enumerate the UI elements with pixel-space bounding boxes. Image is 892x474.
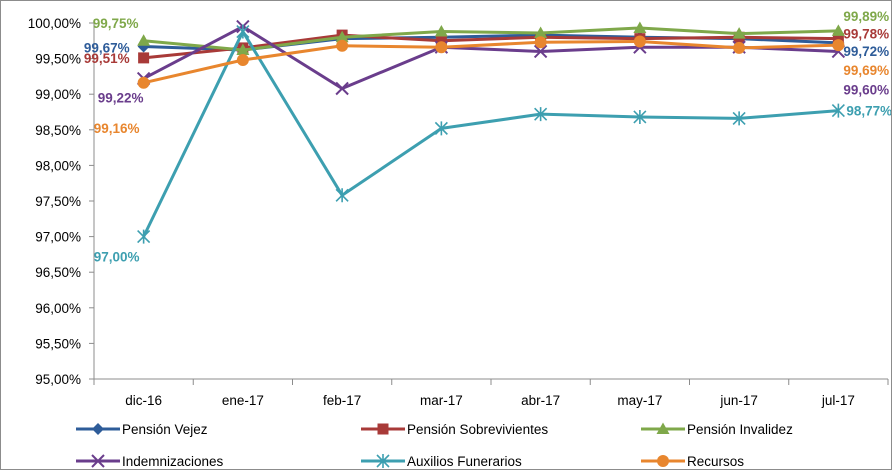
data-label: 98,77% <box>846 104 891 119</box>
data-point <box>137 76 150 89</box>
data-label: 99,75% <box>93 16 139 31</box>
data-point <box>732 27 746 39</box>
data-point <box>534 26 548 38</box>
data-point <box>534 36 547 49</box>
data-point <box>137 34 151 46</box>
legend-label: Pensión Sobrevivientes <box>407 422 548 437</box>
data-label: 99,69% <box>843 63 889 78</box>
y-tick-label: 95,50% <box>35 336 81 351</box>
legend-item-pension-vejez: Pensión Vejez <box>76 422 208 437</box>
series-recursos <box>137 35 845 89</box>
data-label: 99,89% <box>843 9 889 24</box>
data-point <box>434 25 448 37</box>
x-tick-label: ene-17 <box>222 393 264 408</box>
data-point <box>832 39 845 52</box>
data-point <box>732 111 746 126</box>
data-label: 99,78% <box>843 27 889 42</box>
data-point <box>533 44 548 59</box>
y-tick-label: 99,00% <box>35 87 81 102</box>
y-tick-label: 98,50% <box>35 123 81 138</box>
legend-label: Indemnizaciones <box>122 454 224 469</box>
data-point <box>434 121 448 136</box>
legend-item-auxilios-funerarios: Auxilios Funerarios <box>361 454 522 469</box>
y-tick-label: 98,00% <box>35 158 81 173</box>
data-point <box>435 41 448 54</box>
legend-item-recursos: Recursos <box>641 454 744 469</box>
data-label: 99,16% <box>94 121 140 136</box>
data-label: 99,22% <box>98 91 144 106</box>
data-point <box>236 43 250 56</box>
x-tick-label: abr-17 <box>521 393 560 408</box>
y-tick-label: 96,00% <box>35 301 81 316</box>
legend-marker <box>92 423 104 435</box>
data-point <box>335 30 349 43</box>
series-line-pension-sobrevivientes <box>143 33 839 60</box>
x-tick-label: feb-17 <box>323 393 361 408</box>
y-tick-label: 100,00% <box>28 16 81 31</box>
data-point <box>336 39 349 52</box>
legend-marker <box>377 423 389 435</box>
data-point <box>832 33 844 45</box>
series-lines <box>136 19 846 244</box>
x-tick-label: may-17 <box>617 393 662 408</box>
data-point <box>633 35 646 48</box>
data-label: 99,72% <box>843 44 889 59</box>
series-line-recursos <box>143 40 839 85</box>
data-point <box>534 107 548 122</box>
data-point <box>633 109 647 124</box>
x-tick-label: mar-17 <box>420 393 463 408</box>
data-point <box>236 24 250 39</box>
legend-label: Auxilios Funerarios <box>407 454 522 469</box>
data-label: 99,67% <box>84 40 130 55</box>
series-pension-invalidez <box>137 21 845 56</box>
y-tick-label: 95,00% <box>35 372 81 387</box>
data-point <box>335 81 349 96</box>
x-tick-label: dic-16 <box>125 393 162 408</box>
y-tick-label: 97,00% <box>35 230 81 245</box>
data-point <box>335 188 349 203</box>
data-point <box>137 229 151 244</box>
legend-marker <box>91 454 105 468</box>
data-labels: 99,75% 99,67%99,51% 99,22% 99,16% 97,00% 99,8… <box>84 9 892 265</box>
legend-label: Recursos <box>687 454 744 469</box>
y-tick-label: 96,50% <box>35 265 81 280</box>
legend-item-pension-invalidez: Pensión Invalidez <box>641 422 793 437</box>
legend-label: Pensión Invalidez <box>687 422 793 437</box>
legend-marker <box>657 455 669 467</box>
legend-item-indemnizaciones: Indemnizaciones <box>76 454 224 469</box>
data-point <box>831 103 845 118</box>
legend: Pensión Vejez Pensión Sobrevivientes Pensi… <box>76 422 793 469</box>
data-label: 99,51% <box>84 51 130 66</box>
x-tick-label: jul-17 <box>821 393 855 408</box>
y-tick-label: 97,50% <box>35 194 81 209</box>
data-label: 97,00% <box>94 250 140 265</box>
x-tick-label: jun-17 <box>719 393 758 408</box>
data-point <box>236 54 249 67</box>
axes: 95,00% 95,50% 96,00% 96,50% 97,00% 97,50% 98,0… <box>28 16 889 408</box>
legend-label: Pensión Vejez <box>122 422 208 437</box>
y-tick-label: 99,50% <box>35 52 81 67</box>
data-label: 99,60% <box>843 82 889 97</box>
data-point <box>831 24 845 36</box>
data-point <box>633 21 647 33</box>
data-point <box>138 52 150 64</box>
data-point <box>435 35 447 47</box>
legend-marker <box>656 422 670 434</box>
data-point <box>733 41 746 54</box>
legend-item-pension-sobrevivientes: Pensión Sobrevivientes <box>361 422 548 437</box>
legend-marker <box>376 454 390 468</box>
series-line-pension-invalidez <box>143 26 839 52</box>
